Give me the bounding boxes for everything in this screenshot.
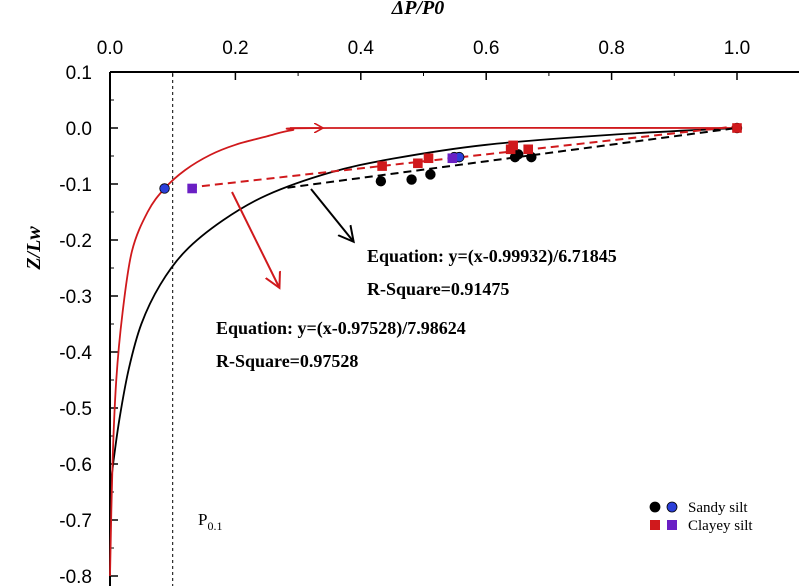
y-tick-label: -0.1 xyxy=(59,175,92,196)
legend-label: Clayey silt xyxy=(688,518,753,534)
y-tick-label: 0.0 xyxy=(66,119,92,140)
x-tick-label: 0.8 xyxy=(598,38,624,59)
point-clayey-silt-purple- xyxy=(187,183,197,194)
x-tick-label: 0.4 xyxy=(348,38,375,59)
black-fit-r-square: R-Square=0.91475 xyxy=(367,279,509,299)
red-fit-r-square: R-Square=0.97528 xyxy=(216,351,358,371)
annotation-arrows xyxy=(231,128,353,287)
y-tick-label: -0.6 xyxy=(59,455,92,476)
legend-marker xyxy=(666,501,678,513)
point-clayey-silt-red- xyxy=(508,140,518,151)
red-curve xyxy=(109,126,738,577)
legend-label: Sandy silt xyxy=(688,500,748,516)
point-clayey-silt-red- xyxy=(732,123,742,133)
point-sandy-silt-black- xyxy=(406,174,417,185)
y-tick-label: -0.3 xyxy=(59,287,92,308)
legend-marker xyxy=(667,520,677,530)
point-clayey-silt-red- xyxy=(377,161,387,171)
x-tick-label: 0.2 xyxy=(222,38,248,59)
y-tick-label: 0.1 xyxy=(66,63,92,84)
red-fit-equation: Equation: y=(x-0.97528)/7.98624 xyxy=(216,318,466,339)
y-tick-label: -0.2 xyxy=(59,231,92,252)
reference-line-label-sub: 0.1 xyxy=(207,519,222,533)
black-curve xyxy=(109,127,738,493)
x-tick-label: 0.0 xyxy=(97,38,123,59)
point-clayey-silt-red- xyxy=(523,144,534,155)
point-sandy-silt-black- xyxy=(425,169,436,180)
x-axis-title: ΔP/P0 xyxy=(391,0,445,19)
black-equation-arrow xyxy=(310,188,353,241)
point-clayey-silt-red- xyxy=(413,158,423,169)
y-axis-title: Z/Lw xyxy=(23,226,45,271)
legend: Sandy silt Clayey silt xyxy=(649,500,753,534)
plot-frame xyxy=(109,71,799,586)
reference-line-label: P0.1 xyxy=(198,510,222,533)
y-tick-label: -0.4 xyxy=(59,343,92,364)
point-clayey-silt-purple- xyxy=(447,153,458,164)
y-tick-label: -0.7 xyxy=(59,511,92,532)
legend-marker xyxy=(649,501,661,513)
y-tick-label: -0.5 xyxy=(59,399,92,420)
point-sandy-silt-blue- xyxy=(159,183,170,194)
point-sandy-silt-black- xyxy=(375,175,387,187)
axis-ticks: 0.0 0.2 0.4 0.6 0.8 1.00.10.0-0.1-0.2-0.3-0.4… xyxy=(59,38,750,586)
black-fit-equation: Equation: y=(x-0.99932)/6.71845 xyxy=(367,246,617,267)
point-clayey-silt-red- xyxy=(423,153,434,164)
reference-line-label-main: P xyxy=(198,510,207,529)
curves xyxy=(109,126,738,577)
x-tick-label: 1.0 xyxy=(724,38,750,59)
red-equation-arrow xyxy=(231,191,279,287)
y-tick-label: -0.8 xyxy=(59,567,92,586)
legend-marker xyxy=(650,520,660,530)
x-tick-label: 0.6 xyxy=(473,38,499,59)
point-sandy-silt-black- xyxy=(512,149,524,160)
data-points xyxy=(159,122,743,194)
